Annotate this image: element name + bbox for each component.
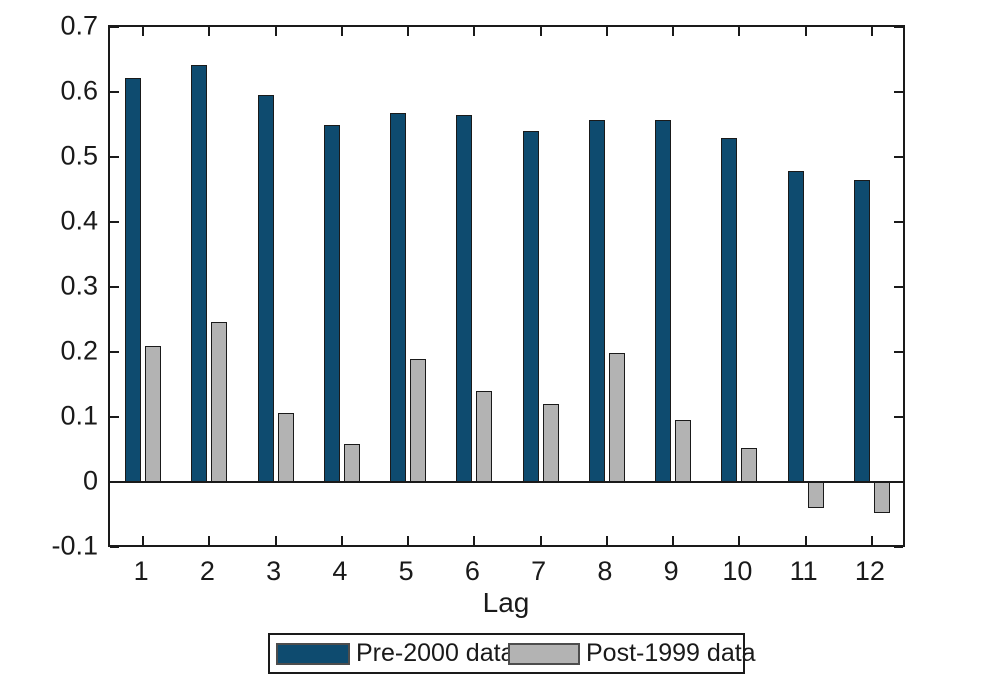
- x-tick-top: [870, 27, 873, 36]
- legend-label-post-1999: Post-1999 data: [586, 639, 756, 667]
- y-tick-left: [110, 91, 119, 93]
- x-tick-label: 1: [133, 556, 149, 586]
- x-tick-label: 7: [531, 556, 547, 586]
- x-tick-top: [672, 27, 675, 36]
- x-tick-top: [738, 27, 741, 36]
- x-tick-label: 2: [199, 556, 215, 586]
- legend-label-pre-2000: Pre-2000 data: [356, 639, 515, 667]
- x-tick-top: [208, 27, 211, 36]
- bar-post1999-lag6: [476, 391, 493, 482]
- legend: Pre-2000 data Post-1999 data: [268, 633, 756, 674]
- bar-pre2000-lag3: [257, 95, 274, 482]
- bar-post1999-lag10: [741, 448, 758, 482]
- x-tick-label: 10: [722, 556, 753, 586]
- bar-pre2000-lag4: [323, 124, 340, 482]
- bar-post1999-lag4: [343, 444, 360, 482]
- y-tick-right: [894, 156, 903, 158]
- x-tick-bottom: [473, 536, 476, 545]
- y-tick-right: [894, 481, 903, 483]
- bar-pre2000-lag5: [390, 112, 407, 482]
- y-tick-label: 0.3: [60, 270, 98, 301]
- bar-post1999-lag7: [542, 404, 559, 482]
- x-tick-bottom: [407, 536, 410, 545]
- legend-swatch-post-1999-icon: [508, 643, 580, 665]
- x-tick-bottom: [804, 536, 807, 545]
- x-tick-top: [407, 27, 410, 36]
- x-tick-bottom: [142, 536, 145, 545]
- x-tick-label: 5: [398, 556, 414, 586]
- x-tick-top: [605, 27, 608, 36]
- y-tick-label: -0.1: [51, 530, 98, 561]
- y-tick-right: [894, 221, 903, 223]
- x-tick-label: 12: [854, 556, 885, 586]
- y-tick-label: 0.5: [60, 140, 98, 171]
- x-tick-bottom: [340, 536, 343, 545]
- y-tick-left: [110, 156, 119, 158]
- x-tick-label: 6: [464, 556, 480, 586]
- x-tick-label: 11: [789, 556, 818, 586]
- bar-post1999-lag9: [675, 420, 692, 482]
- y-tick-left: [110, 221, 119, 223]
- bar-pre2000-lag2: [191, 64, 208, 482]
- y-tick-label: 0.6: [60, 75, 98, 106]
- plot-area: [108, 25, 905, 548]
- y-tick-right: [894, 416, 903, 418]
- y-tick-label: 0.2: [60, 335, 98, 366]
- x-tick-top: [274, 27, 277, 36]
- y-tick-left: [110, 546, 119, 548]
- y-tick-right: [894, 286, 903, 288]
- bar-post1999-lag3: [277, 413, 294, 482]
- bar-pre2000-lag9: [655, 119, 672, 482]
- bar-pre2000-lag7: [522, 131, 539, 482]
- y-tick-label: 0.1: [60, 400, 98, 431]
- x-tick-bottom: [870, 536, 873, 545]
- y-tick-label: 0.7: [60, 10, 98, 41]
- x-tick-bottom: [672, 536, 675, 545]
- bar-post1999-lag12: [873, 482, 890, 513]
- y-tick-right: [894, 26, 903, 29]
- y-tick-right: [894, 546, 903, 548]
- x-tick-top: [142, 27, 145, 36]
- bar-post1999-lag5: [410, 358, 427, 482]
- bar-pre2000-lag11: [787, 170, 804, 482]
- legend-swatch-pre-2000-icon: [276, 643, 350, 665]
- x-tick-label: 4: [332, 556, 348, 586]
- y-tick-left: [110, 416, 119, 418]
- x-tick-bottom: [208, 536, 211, 545]
- y-tick-label: 0: [82, 465, 98, 496]
- bar-post1999-lag11: [807, 482, 824, 508]
- x-tick-label: 3: [266, 556, 282, 586]
- bar-pre2000-lag12: [853, 180, 870, 482]
- x-tick-label: 8: [597, 556, 613, 586]
- x-tick-top: [473, 27, 476, 36]
- y-tick-left: [110, 351, 119, 353]
- x-axis-title: Lag: [482, 587, 530, 618]
- y-tick-left: [110, 26, 119, 29]
- bar-pre2000-lag10: [721, 138, 738, 482]
- y-tick-left: [110, 286, 119, 288]
- bar-pre2000-lag8: [588, 119, 605, 482]
- y-tick-left: [110, 481, 119, 483]
- bar-post1999-lag2: [211, 322, 228, 482]
- x-tick-bottom: [539, 536, 542, 545]
- y-tick-label: 0.4: [60, 205, 98, 236]
- x-tick-bottom: [605, 536, 608, 545]
- zero-baseline: [110, 481, 903, 483]
- x-tick-bottom: [738, 536, 741, 545]
- bar-pre2000-lag1: [125, 77, 142, 482]
- x-tick-top: [539, 27, 542, 36]
- x-tick-top: [804, 27, 807, 36]
- x-tick-bottom: [274, 536, 277, 545]
- y-tick-right: [894, 351, 903, 353]
- x-tick-top: [340, 27, 343, 36]
- x-tick-label: 9: [663, 556, 679, 586]
- bar-pre2000-lag6: [456, 114, 473, 482]
- y-tick-right: [894, 91, 903, 93]
- bar-post1999-lag8: [608, 353, 625, 482]
- bar-post1999-lag1: [145, 346, 162, 482]
